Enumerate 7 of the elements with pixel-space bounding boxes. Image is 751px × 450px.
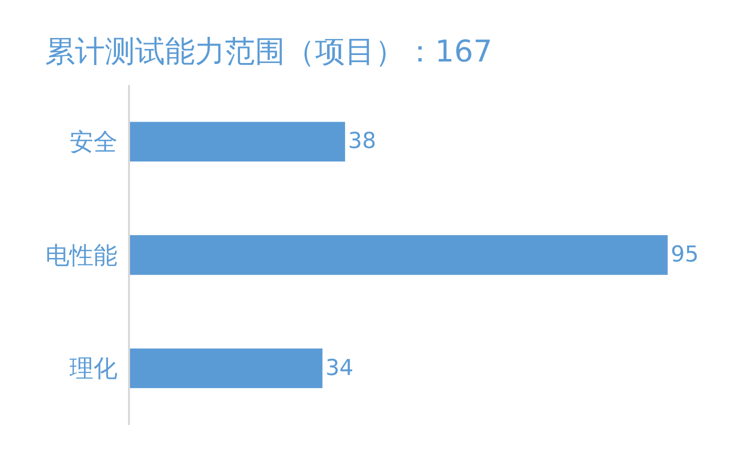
- data-label: 34: [325, 356, 354, 381]
- y-tick-label: 理化: [69, 354, 118, 383]
- chart-title: 累计测试能力范围（项目）：167: [45, 34, 492, 70]
- y-tick-label: 电性能: [45, 241, 118, 270]
- data-label: 38: [348, 129, 376, 154]
- data-label: 95: [670, 242, 699, 268]
- y-tick-label: 安全: [69, 128, 118, 156]
